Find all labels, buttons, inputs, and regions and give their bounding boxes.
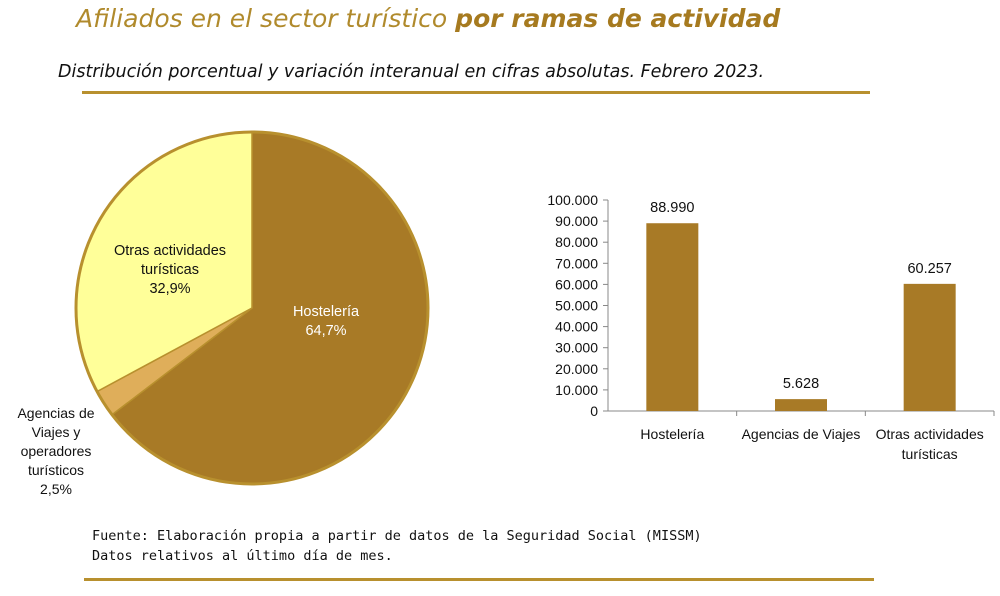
y-tick-label: 50.000 [555,298,598,314]
x-tick-label: turísticas [902,446,958,462]
x-tick-label: Agencias de Viajes [742,426,861,442]
bar-value-label: 88.990 [650,200,694,216]
date-note: Datos relativos al último día de mes. [92,548,393,564]
page-subtitle: Distribución porcentual y variación inte… [58,62,765,82]
bar-chart [603,199,995,416]
y-tick-label: 20.000 [555,361,598,377]
pie-label-otras-line2: turísticas [141,262,199,278]
y-tick-label: 100.000 [547,192,598,208]
bar-value-label: 5.628 [783,376,819,392]
pie-label-agencias-line4: turísticos [28,462,84,478]
y-tick-label: 80.000 [555,234,598,250]
bottom-divider [84,578,874,581]
pie-label-agencias-line2: Viajes y [32,424,81,440]
title-regular: Afiliados en el sector turístico [76,4,448,33]
y-tick-label: 10.000 [555,382,598,398]
y-tick-label: 90.000 [555,213,598,229]
bar [646,223,699,411]
pie-value-otras: 32,9% [149,281,190,297]
pie-label-agencias-line1: Agencias de [17,405,94,421]
title-bold: por ramas de actividad [455,4,781,33]
pie-label-otras-line1: Otras actividades [114,243,226,259]
bar-value-label: 60.257 [907,261,951,277]
y-tick-label: 0 [590,403,598,419]
y-tick-label: 70.000 [555,255,598,271]
x-tick-label: Hostelería [640,426,704,442]
pie-value-hosteleria: 64,7% [305,323,346,339]
source-note: Fuente: Elaboración propia a partir de d… [92,528,702,544]
pie-chart [74,130,430,486]
bar [903,283,956,411]
y-tick-label: 60.000 [555,276,598,292]
y-tick-label: 30.000 [555,340,598,356]
pie-label-hosteleria: Hostelería [293,304,360,320]
top-divider [82,91,870,94]
page-title: Afiliados en el sector turístico por ram… [76,4,780,33]
pie-label-agencias-line3: operadores [21,443,92,459]
bar [775,399,827,411]
pie-value-agencias: 2,5% [40,481,72,497]
x-tick-label: Otras actividades [876,426,984,442]
pie-rim [74,130,430,486]
y-tick-label: 40.000 [555,319,598,335]
footnotes: Fuente: Elaboración propia a partir de d… [92,526,702,566]
